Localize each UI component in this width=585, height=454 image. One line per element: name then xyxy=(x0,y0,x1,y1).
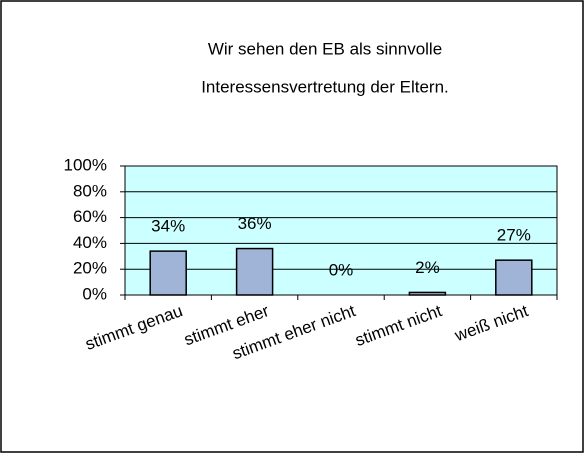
value-label: 2% xyxy=(415,258,440,277)
chart-title: Interessensvertretung der Eltern. xyxy=(201,77,449,96)
value-label: 0% xyxy=(329,260,354,279)
y-tick-label: 80% xyxy=(73,181,107,200)
bar xyxy=(235,247,274,296)
bar xyxy=(408,291,447,296)
plot-area xyxy=(124,165,558,296)
value-label: 36% xyxy=(238,214,272,233)
chart-title: Wir sehen den EB als sinnvolle xyxy=(208,39,442,58)
y-tick-label: 20% xyxy=(73,259,107,278)
value-label: 34% xyxy=(151,217,185,236)
bar xyxy=(495,259,533,296)
y-tick-label: 100% xyxy=(64,155,107,174)
value-label: 27% xyxy=(497,226,531,245)
y-tick-label: 0% xyxy=(82,284,107,303)
bar xyxy=(149,250,187,296)
y-tick-label: 60% xyxy=(73,207,107,226)
y-tick-label: 40% xyxy=(73,233,107,252)
